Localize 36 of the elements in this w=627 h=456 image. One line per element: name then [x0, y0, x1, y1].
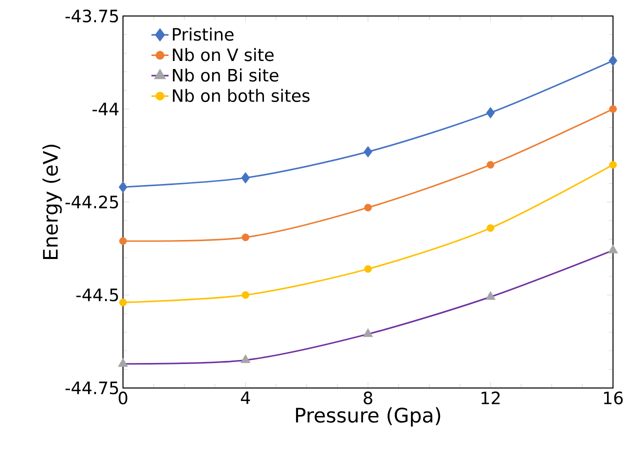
- y-tick-label: -44.5: [76, 288, 118, 302]
- y-tick-label: -44.75: [65, 382, 118, 394]
- point: [242, 291, 250, 299]
- point: [609, 161, 617, 169]
- point: [364, 204, 372, 212]
- y-tick-label: -44: [92, 102, 119, 116]
- x-tick-label: 8: [364, 392, 372, 404]
- point: [609, 105, 617, 113]
- point: [608, 54, 618, 66]
- x-tick-label: 16: [604, 392, 623, 404]
- point: [119, 298, 127, 306]
- point: [241, 172, 250, 184]
- x-tick-label: 0: [118, 392, 128, 404]
- point: [486, 224, 494, 232]
- legend-label: Nb on Bi site: [172, 68, 278, 82]
- y-tick-label: -43.75: [65, 10, 118, 22]
- point: [242, 234, 250, 242]
- x-tick-label: 4: [240, 392, 250, 404]
- point: [486, 161, 494, 169]
- point: [608, 244, 618, 254]
- y-axis-title: Energy (eV): [42, 144, 62, 260]
- point: [363, 328, 373, 338]
- point: [118, 358, 128, 367]
- legend-label: Nb on V site: [172, 48, 274, 62]
- point: [364, 146, 372, 158]
- legend-label: Pristine: [172, 28, 234, 41]
- point: [486, 107, 495, 118]
- legend-label: Nb on both sites: [172, 88, 310, 102]
- x-tick-label: 12: [482, 392, 500, 404]
- point: [119, 237, 127, 245]
- y-tick-label: -44.25: [65, 196, 118, 208]
- x-axis-title: Pressure (Gpa): [296, 407, 440, 427]
- point: [240, 354, 250, 364]
- point: [118, 181, 128, 193]
- point: [486, 291, 496, 300]
- point: [364, 265, 372, 273]
